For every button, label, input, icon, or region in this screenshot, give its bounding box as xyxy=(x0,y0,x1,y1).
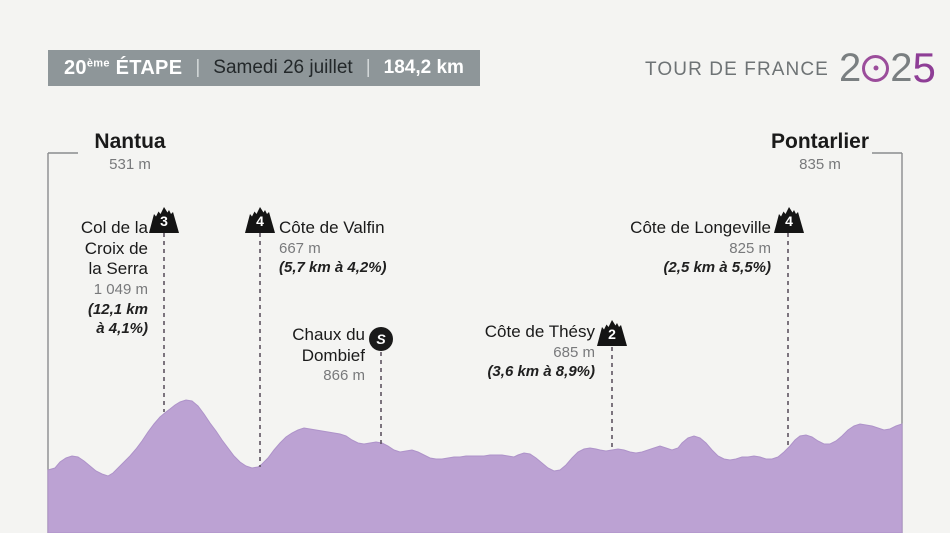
stage-header-bar: 20ème ÉTAPE | Samedi 26 juillet | 184,2 … xyxy=(48,50,480,86)
sprint-badge-label: S xyxy=(376,331,386,347)
mountain-icon xyxy=(149,207,179,233)
mountain-badge-category-2: 2 xyxy=(597,320,627,348)
tour-de-france-logo: TOUR DE FRANCE 2 2 5 xyxy=(645,47,936,90)
mountain-badge-label: 2 xyxy=(608,326,616,342)
bicycle-wheel-icon xyxy=(862,54,890,82)
poi-name-line-2: Dombief xyxy=(301,345,365,365)
poi-name-line-1: Chaux du xyxy=(292,325,365,344)
stage-word: ÉTAPE xyxy=(115,56,183,79)
header-separator-2: | xyxy=(365,57,371,78)
poi-name-line-2: Croix de xyxy=(84,238,148,258)
summit-leader-lines xyxy=(163,233,789,467)
poi-gradient-line-1: (2,5 km à 5,5%) xyxy=(663,259,771,277)
mountain-icon xyxy=(245,207,275,233)
start-city-name: Nantua xyxy=(94,130,166,153)
start-city-altitude: 531 m xyxy=(109,156,151,174)
poi-gradient-line-1: (12,1 km xyxy=(87,300,148,318)
poi-altitude: 866 m xyxy=(323,367,365,385)
poi-altitude: 667 m xyxy=(279,239,321,257)
stage-number-label: 20ème ÉTAPE xyxy=(64,57,182,80)
poi-cote-de-thesy: Côte de Thésy 685 m (3,6 km à 8,9%) xyxy=(390,322,595,382)
poi-name-line-1: Côte de Longeville xyxy=(630,218,771,237)
poi-altitude: 685 m xyxy=(553,343,595,361)
mountain-badge-category-3: 3 xyxy=(149,207,179,235)
logo-year: 2 2 5 xyxy=(839,47,936,89)
poi-name-line-1: Côte de Valfin xyxy=(279,218,385,237)
start-city-label: Nantua 531 m xyxy=(40,130,220,173)
stage-ordinal: ème xyxy=(86,56,110,69)
mountain-icon xyxy=(774,207,804,233)
stage-date-label: Samedi 26 juillet xyxy=(213,57,353,78)
finish-city-label: Pontarlier 835 m xyxy=(730,130,910,173)
poi-col-de-la-croix-de-la-serra: Col de la Croix de la Serra 1 049 m (12,… xyxy=(0,218,148,339)
mountain-badge-category-4-valfin: 4 xyxy=(245,207,275,235)
logo-year-digit-3: 2 xyxy=(890,46,913,90)
mountain-badge-category-4-longeville: 4 xyxy=(774,207,804,235)
logo-year-digit-1: 2 xyxy=(838,46,862,90)
mountain-badge-label: 4 xyxy=(785,213,793,229)
finish-city-name: Pontarlier xyxy=(770,130,870,153)
poi-name-line-1: Col de la xyxy=(80,218,148,237)
poi-cote-de-valfin: Côte de Valfin 667 m (5,7 km à 4,2%) xyxy=(279,218,509,278)
finish-city-altitude: 835 m xyxy=(799,156,841,174)
poi-name-line-3: la Serra xyxy=(88,259,148,279)
stage-distance-label: 184,2 km xyxy=(383,57,464,78)
header-separator-1: | xyxy=(195,57,201,78)
poi-name-line-1: Côte de Thésy xyxy=(484,322,595,341)
mountain-badge-label: 4 xyxy=(256,213,264,229)
mountain-badge-label: 3 xyxy=(160,213,168,229)
elevation-area xyxy=(47,399,903,533)
poi-altitude: 825 m xyxy=(729,239,771,257)
sprint-badge-icon: S xyxy=(369,327,393,351)
poi-gradient-line-2: à 4,1%) xyxy=(96,320,148,338)
poi-gradient-line-1: (3,6 km à 8,9%) xyxy=(487,363,595,381)
poi-gradient-line-1: (5,7 km à 4,2%) xyxy=(279,259,387,277)
poi-chaux-du-dombief: Chaux du Dombief 866 m xyxy=(200,325,365,386)
poi-altitude: 1 049 m xyxy=(93,281,148,299)
stage-number: 20 xyxy=(64,56,87,79)
mountain-icon xyxy=(597,320,627,346)
poi-cote-de-longeville: Côte de Longeville 825 m (2,5 km à 5,5%) xyxy=(550,218,771,278)
logo-wordmark: TOUR DE FRANCE xyxy=(645,59,829,80)
logo-year-digit-4: 5 xyxy=(912,44,936,91)
